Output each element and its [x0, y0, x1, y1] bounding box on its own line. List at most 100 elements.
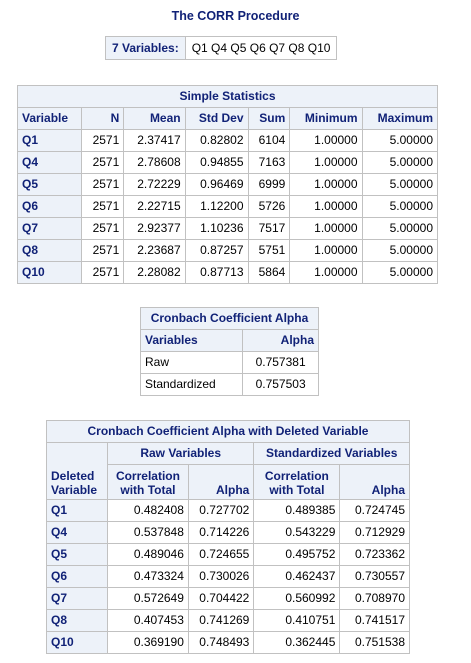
simple-statistics-header-row: Variable N Mean Std Dev Sum Minimum Maxi… — [16, 107, 439, 130]
table-cell: 2.72229 — [123, 173, 186, 196]
header-line: Variable — [51, 483, 98, 497]
raw-variables-header: Raw Variables — [106, 442, 255, 465]
std-alpha-col-header: Alpha — [339, 464, 410, 500]
table-cell: 0.362445 — [253, 631, 341, 654]
table-cell: 7517 — [247, 217, 291, 240]
table-cell: 0.730026 — [187, 565, 255, 588]
table-row: Q8 0.407453 0.741269 0.410751 0.741517 — [46, 609, 410, 632]
table-cell: 0.727702 — [187, 499, 255, 522]
table-cell: 0.757381 — [242, 351, 319, 374]
deleted-variable-header-row: Deleted Variable Correlation with Total … — [46, 464, 410, 500]
table-cell: 1.00000 — [289, 173, 363, 196]
table-cell: 0.572649 — [106, 587, 189, 610]
table-cell: 0.87713 — [184, 261, 249, 284]
col-header: Variable — [16, 107, 83, 130]
table-cell: 1.12200 — [184, 195, 249, 218]
header-line: Correlation — [264, 469, 329, 483]
table-cell: 5.00000 — [361, 173, 439, 196]
table-cell: 0.560992 — [253, 587, 341, 610]
table-cell: 5.00000 — [361, 261, 439, 284]
table-cell: 0.708970 — [339, 587, 410, 610]
table-cell: 0.407453 — [106, 609, 189, 632]
table-row: Q8 2571 2.23687 0.87257 5751 1.00000 5.00000 — [16, 239, 439, 262]
table-row: Standardized 0.757503 — [139, 373, 319, 396]
row-header-cell: Q8 — [46, 609, 108, 632]
col-header: Maximum — [361, 107, 439, 130]
standardized-variables-header: Standardized Variables — [253, 442, 410, 465]
table-cell: 0.724745 — [339, 499, 410, 522]
table-cell: 1.10236 — [184, 217, 249, 240]
table-row: Q7 2571 2.92377 1.10236 7517 1.00000 5.00000 — [16, 217, 439, 240]
cronbach-alpha-table: Cronbach Coefficient Alpha Variables Alp… — [139, 307, 319, 396]
table-cell: 0.473324 — [106, 565, 189, 588]
table-cell: 0.410751 — [253, 609, 341, 632]
table-cell: 0.751538 — [339, 631, 410, 654]
col-header: Std Dev — [184, 107, 249, 130]
table-cell: 2571 — [81, 261, 125, 284]
header-line: with Total — [269, 483, 325, 497]
cronbach-alpha-header-row: Variables Alpha — [139, 329, 319, 352]
table-row: Q6 0.473324 0.730026 0.462437 0.730557 — [46, 565, 410, 588]
table-cell: 0.495752 — [253, 543, 341, 566]
table-row: Q10 2571 2.28082 0.87713 5864 1.00000 5.00000 — [16, 261, 439, 284]
table-cell: 0.748493 — [187, 631, 255, 654]
table-cell: 5726 — [247, 195, 291, 218]
table-cell: 0.489385 — [253, 499, 341, 522]
table-cell: 0.482408 — [106, 499, 189, 522]
table-cell: 2571 — [81, 195, 125, 218]
table-cell: 0.462437 — [253, 565, 341, 588]
table-row: Q5 2571 2.72229 0.96469 6999 1.00000 5.00000 — [16, 173, 439, 196]
table-cell: 0.369190 — [106, 631, 189, 654]
table-cell: 0.714226 — [187, 521, 255, 544]
table-row: Q4 0.537848 0.714226 0.543229 0.712929 — [46, 521, 410, 544]
table-row: Q5 0.489046 0.724655 0.495752 0.723362 — [46, 543, 410, 566]
table-cell: 2571 — [81, 129, 125, 152]
table-cell: 0.489046 — [106, 543, 189, 566]
table-row: Q1 0.482408 0.727702 0.489385 0.724745 — [46, 499, 410, 522]
table-cell: 2571 — [81, 151, 125, 174]
table-cell: 0.723362 — [339, 543, 410, 566]
table-cell: 2571 — [81, 239, 125, 262]
simple-statistics-table: Simple Statistics Variable N Mean Std De… — [16, 85, 439, 284]
table-cell: 1.00000 — [289, 195, 363, 218]
row-header-cell: Q1 — [46, 499, 108, 522]
row-header-cell: Q1 — [16, 129, 83, 152]
table-cell: 6104 — [247, 129, 291, 152]
table-cell: 1.00000 — [289, 129, 363, 152]
blank-header — [46, 442, 108, 465]
col-header: Minimum — [289, 107, 363, 130]
table-cell: 0.704422 — [187, 587, 255, 610]
table-cell: 2.28082 — [123, 261, 186, 284]
table-cell: 0.741269 — [187, 609, 255, 632]
row-header-cell: Q4 — [46, 521, 108, 544]
procedure-title: The CORR Procedure — [171, 9, 300, 23]
table-cell: 0.543229 — [253, 521, 341, 544]
variables-box: 7 Variables: Q1 Q4 Q5 Q6 Q7 Q8 Q10 — [105, 36, 338, 60]
table-cell: 0.82802 — [184, 129, 249, 152]
table-cell: 1.00000 — [289, 239, 363, 262]
std-correlation-col-header: Correlation with Total — [253, 464, 341, 500]
header-line: Correlation — [115, 469, 180, 483]
table-cell: 2.78608 — [123, 151, 186, 174]
col-header: Variables — [139, 329, 244, 352]
table-cell: 0.537848 — [106, 521, 189, 544]
cronbach-alpha-title: Cronbach Coefficient Alpha — [140, 307, 319, 330]
table-cell: 0.730557 — [339, 565, 410, 588]
col-header: Mean — [123, 107, 186, 130]
row-header-cell: Standardized — [139, 373, 244, 396]
col-header: N — [81, 107, 125, 130]
raw-alpha-col-header: Alpha — [187, 464, 255, 500]
row-header-cell: Q6 — [16, 195, 83, 218]
row-header-cell: Q10 — [16, 261, 83, 284]
table-cell: 2.22715 — [123, 195, 186, 218]
table-cell: 0.712929 — [339, 521, 410, 544]
row-header-cell: Q10 — [46, 631, 108, 654]
row-header-cell: Q4 — [16, 151, 83, 174]
table-cell: 1.00000 — [289, 151, 363, 174]
row-header-cell: Q8 — [16, 239, 83, 262]
row-header-cell: Raw — [139, 351, 244, 374]
table-cell: 5864 — [247, 261, 291, 284]
table-row: Q10 0.369190 0.748493 0.362445 0.751538 — [46, 631, 410, 654]
table-cell: 2571 — [81, 217, 125, 240]
row-header-cell: Q7 — [16, 217, 83, 240]
